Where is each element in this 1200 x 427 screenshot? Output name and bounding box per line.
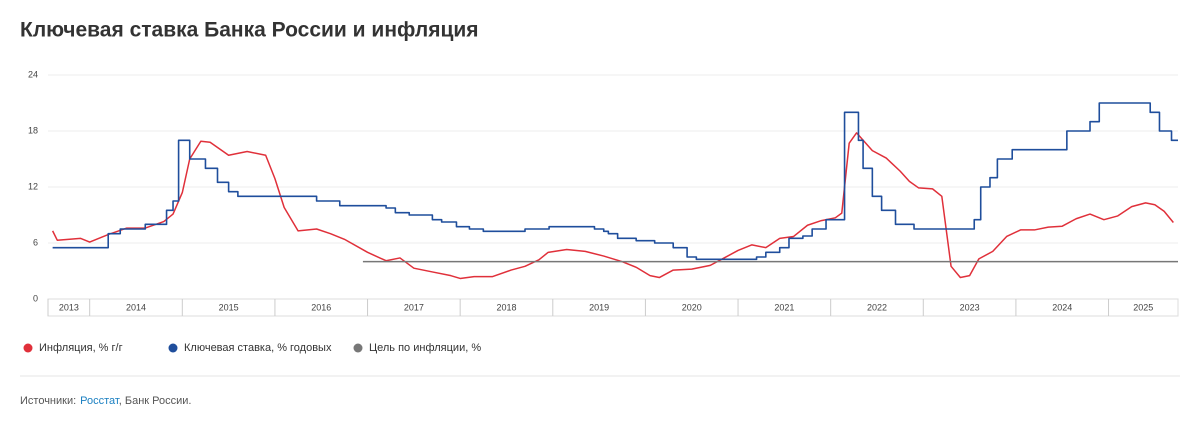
chart-title: Ключевая ставка Банка России и инфляция [20,19,479,42]
legend-marker [168,343,178,353]
x-tick-label: 2014 [126,302,146,312]
x-tick-label: 2021 [774,302,794,312]
x-tick-label: 2020 [682,302,702,312]
x-tick-label: 2019 [589,302,609,312]
x-tick-label: 2024 [1052,302,1072,312]
legend-label: Инфляция, % г/г [39,342,123,354]
source-link[interactable]: Росстат [80,395,120,407]
x-tick-label: 2016 [311,302,331,312]
x-tick-label: 2015 [219,302,239,312]
x-tick-label: 2022 [867,302,887,312]
y-tick-label: 24 [28,69,38,79]
source-suffix: , Банк России. [119,395,192,407]
x-tick-label: 2023 [960,302,980,312]
legend-label: Цель по инфляции, % [369,342,481,354]
x-tick-label: 2017 [404,302,424,312]
x-tick-label: 2025 [1133,302,1153,312]
legend-marker [353,343,363,353]
y-tick-label: 6 [33,237,38,247]
y-tick-label: 0 [33,293,38,303]
y-tick-label: 12 [28,181,38,191]
x-tick-label: 2013 [59,302,79,312]
legend-marker [23,343,33,353]
x-axis-strip [47,298,1179,317]
series-line [52,102,1178,261]
y-tick-label: 18 [28,125,38,135]
x-tick-label: 2018 [496,302,516,312]
source: Источники: Росстат, Банк России. [20,395,191,407]
source-prefix: Источники: [20,395,76,407]
series-line [51,132,1174,280]
legend-label: Ключевая ставка, % годовых [184,342,332,354]
